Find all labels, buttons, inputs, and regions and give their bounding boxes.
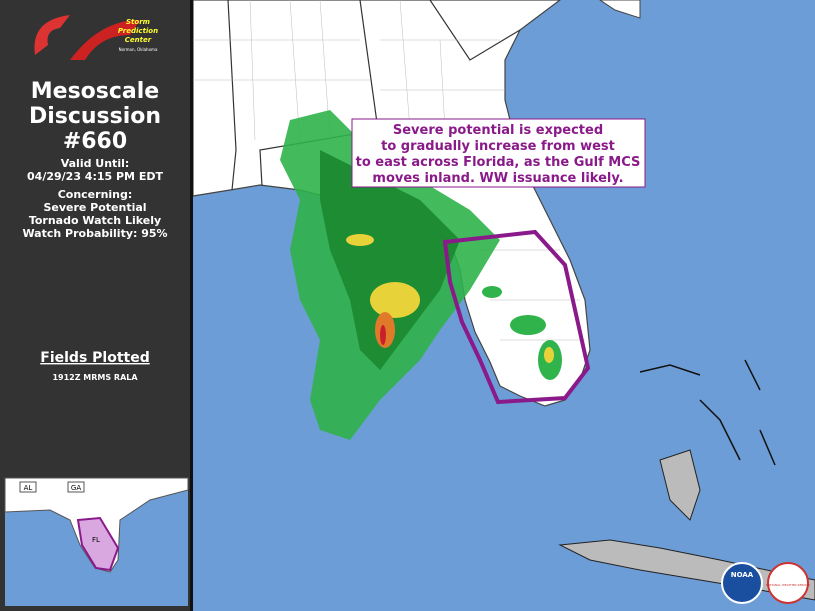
annotation-line: moves inland. WW issuance likely. <box>372 171 623 186</box>
inset-label-box <box>19 481 37 493</box>
island <box>659 449 701 521</box>
inset-label: GA <box>71 484 81 492</box>
annotation-line: Severe potential is expected <box>393 123 603 138</box>
fields-value: 1912Z MRMS RALA <box>52 373 138 382</box>
bahamas <box>639 359 776 466</box>
land-edge <box>599 0 641 19</box>
annotation-line: to east across Florida, as the Gulf MCS <box>356 155 641 170</box>
logo-text: Norman, Oklahoma <box>119 47 158 52</box>
noaa-logo <box>721 562 763 604</box>
radar-red <box>380 325 386 345</box>
nws-logo <box>767 562 809 604</box>
valid-label: Valid Until: <box>61 157 130 170</box>
radar-dark-green <box>320 150 460 370</box>
logo-text: Center <box>125 36 152 44</box>
county-lines <box>193 0 585 341</box>
annotation: Severe potential is expected to graduall… <box>356 123 641 186</box>
md-polygon <box>442 229 591 405</box>
title: Mesoscale <box>31 79 159 104</box>
divider <box>190 0 193 611</box>
radar <box>280 110 562 440</box>
radar-yellow <box>346 234 374 246</box>
inset-map: AL GA FL <box>4 477 189 606</box>
map: Severe potential is expected to graduall… <box>192 0 815 611</box>
noaa-text: NOAA <box>731 571 754 579</box>
logo-text: Prediction <box>118 27 158 35</box>
fields-title: Fields Plotted <box>40 350 149 366</box>
title: Discussion <box>29 104 161 129</box>
concerning: Watch Probability: 95% <box>22 227 167 240</box>
concerning: Severe Potential <box>43 201 146 214</box>
radar-green <box>482 286 502 298</box>
inset-label-box <box>67 481 85 493</box>
logo-swoosh <box>70 20 140 60</box>
annotation-box <box>351 118 646 188</box>
logo-swoosh <box>34 15 70 55</box>
concerning: Tornado Watch Likely <box>29 214 161 227</box>
valid-time: 04/29/23 4:15 PM EDT <box>27 170 163 183</box>
inset-polygon <box>76 516 120 572</box>
annotation-line: to gradually increase from west <box>381 139 615 154</box>
logo: Storm Prediction Center Norman, Oklahoma <box>34 15 158 60</box>
logo-text: Storm <box>126 18 150 26</box>
concerning-label: Concerning: <box>58 188 133 201</box>
inset-label: AL <box>24 484 33 492</box>
radar-yellow <box>544 347 554 363</box>
radar-green <box>510 315 546 335</box>
inset-label: FL <box>92 536 100 544</box>
radar-yellow <box>370 282 420 318</box>
nws-text: NATIONAL WEATHER SERVICE <box>766 583 811 587</box>
title: #660 <box>63 129 127 154</box>
